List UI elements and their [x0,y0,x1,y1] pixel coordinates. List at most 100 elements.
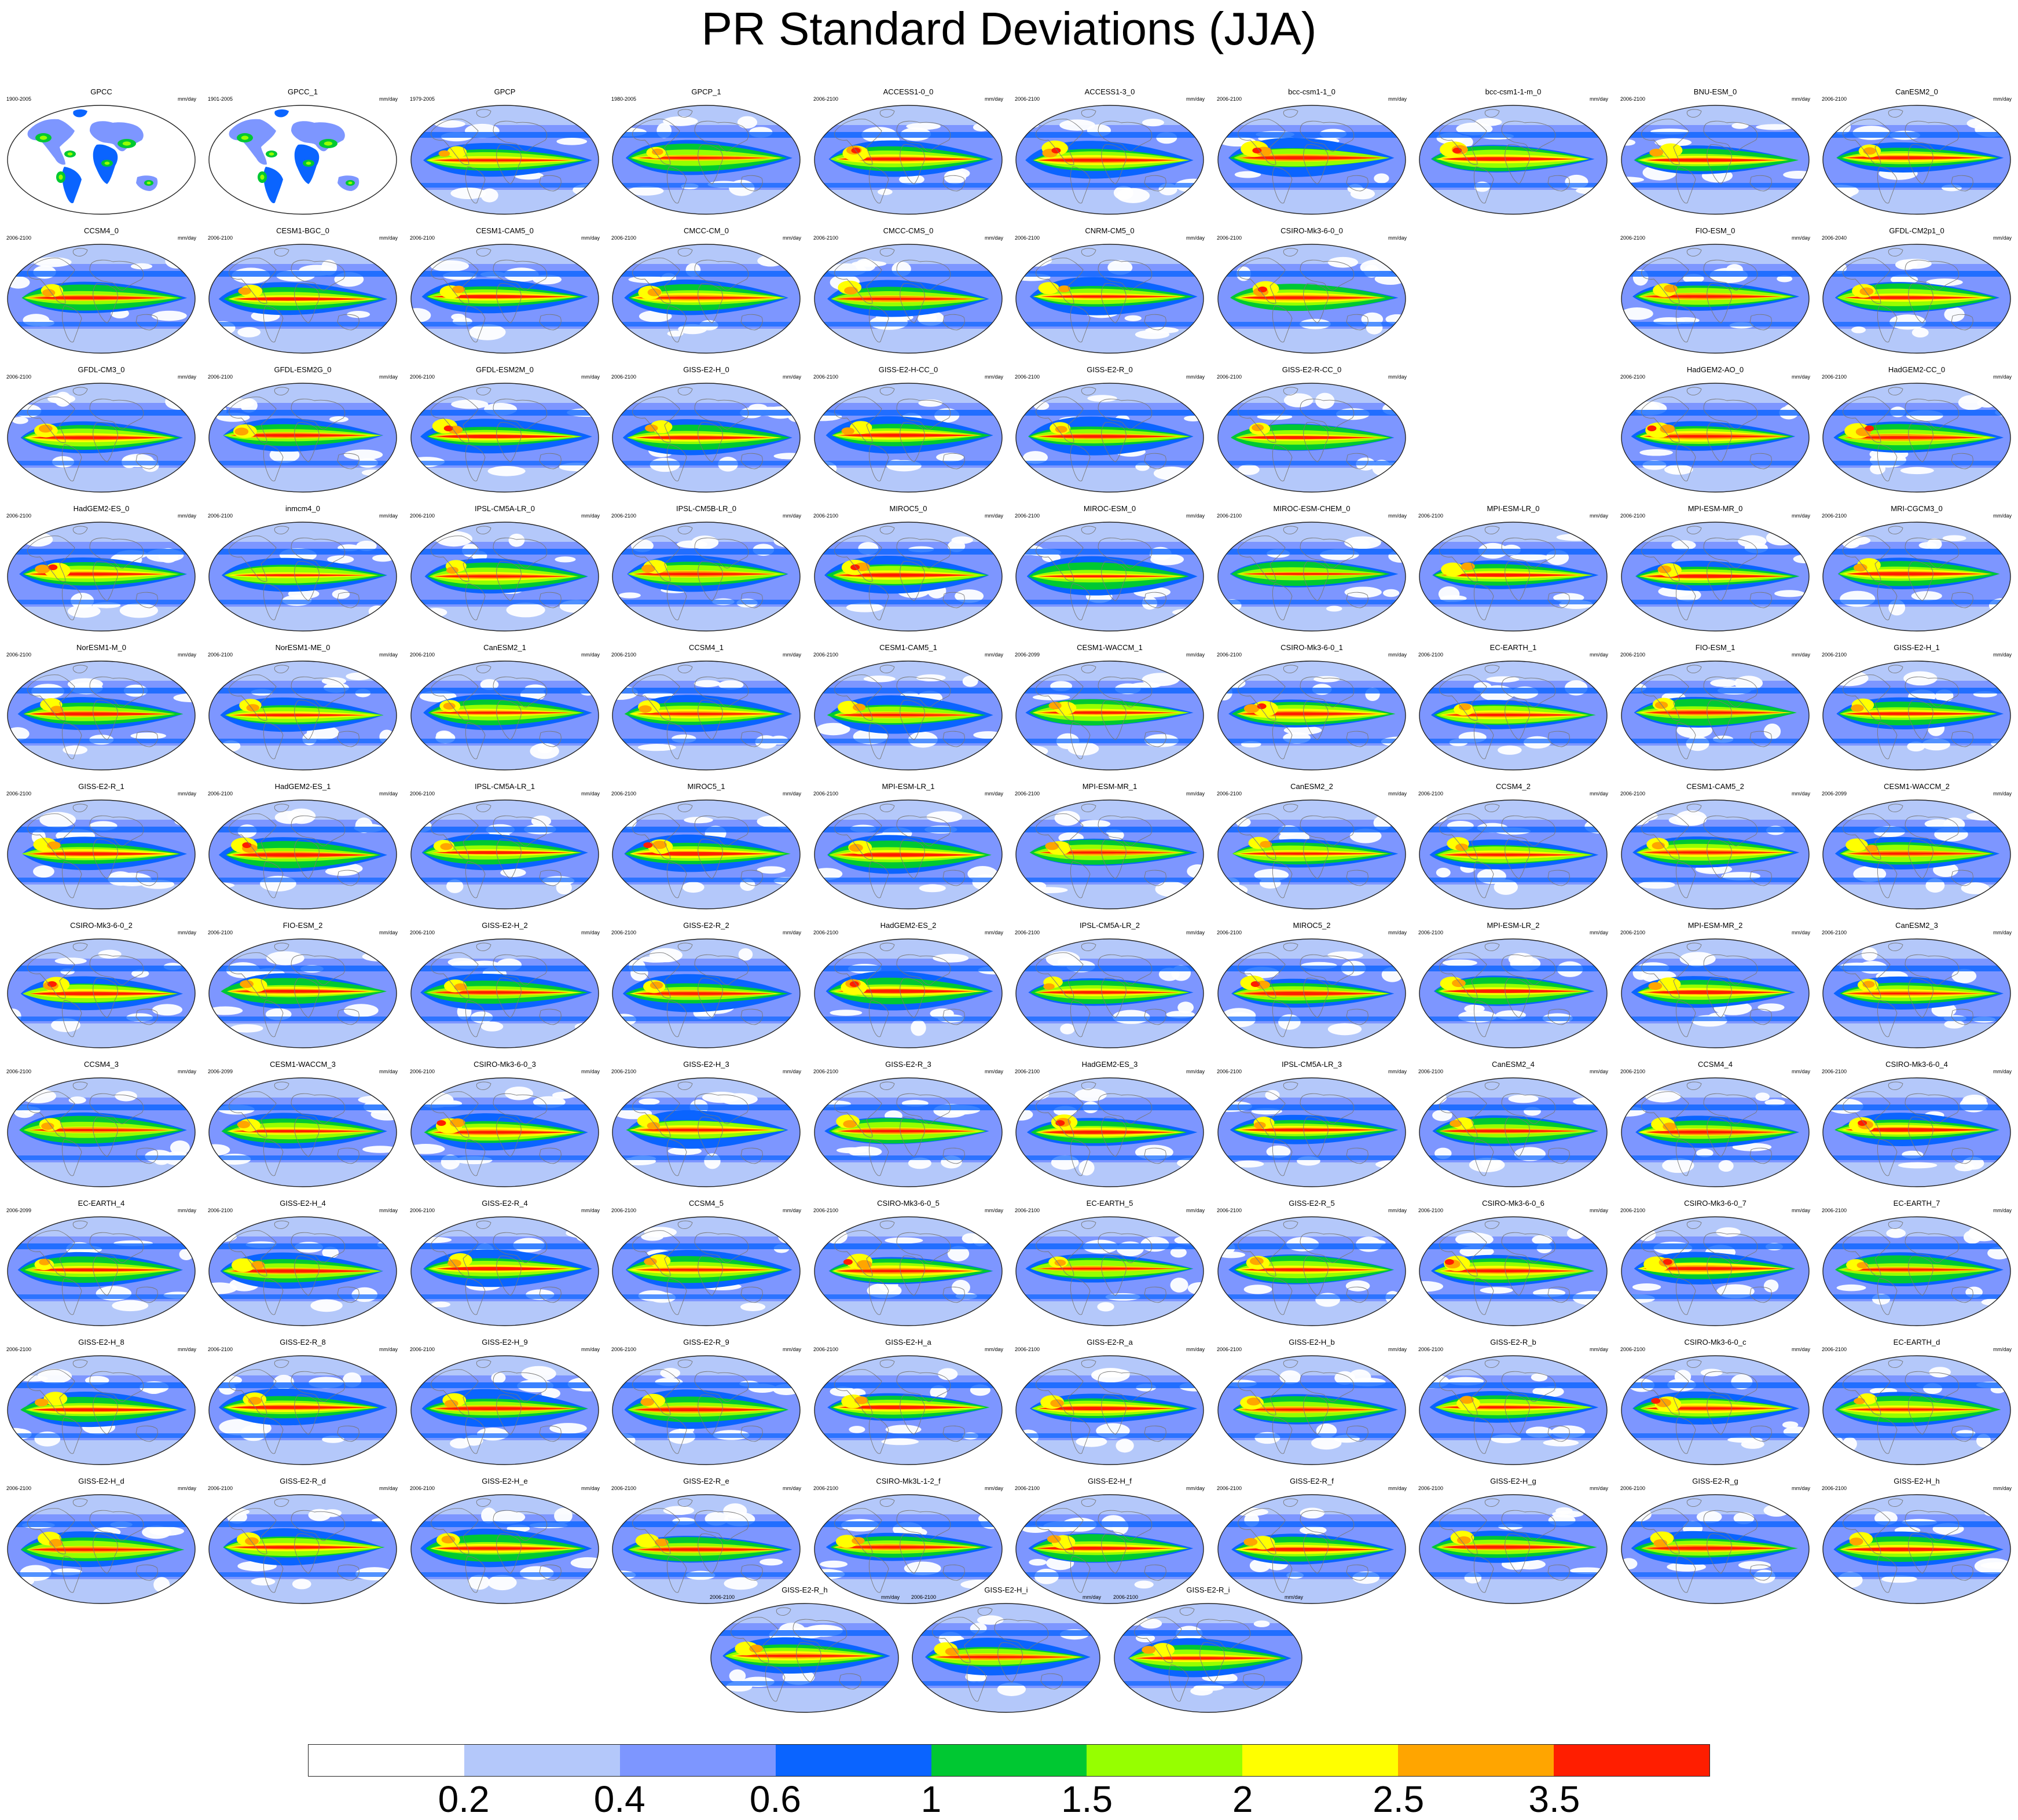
panel-years: 2006-2100 [208,930,233,935]
world-map [1217,938,1406,1048]
world-map [1621,1355,1810,1465]
map-panel: CCSM4_0 2006-2100 mm/day [3,227,200,358]
panel-units: mm/day [1388,513,1407,519]
panel-title: GISS-E2-R_9 [683,1338,729,1346]
colorbar-segment [1242,1745,1399,1776]
panel-years: 2006-2100 [1822,1069,1847,1074]
world-map [1621,1077,1810,1187]
world-map [612,1077,801,1187]
panel-units: mm/day [1993,374,2012,380]
map-panel: IPSL-CM5B-LR_0 2006-2100 mm/day [608,505,805,636]
panel-title: GISS-E2-H_g [1490,1477,1536,1485]
world-map [7,383,196,493]
world-map [1419,938,1608,1048]
world-map [208,1216,397,1326]
world-map [7,1355,196,1465]
panel-units: mm/day [1284,1594,1303,1600]
panel-years: 2006-2100 [813,1208,839,1213]
panel-years: 2006-2100 [208,513,233,519]
world-map [1419,105,1608,215]
panel-units: mm/day [581,652,600,658]
map-panel: GFDL-CM3_0 2006-2100 mm/day [3,366,200,497]
map-panel: GISS-E2-R_2 2006-2100 mm/day [608,922,805,1052]
world-map [1015,1216,1204,1326]
panel-units: mm/day [880,1594,900,1600]
panel-years: 2006-2100 [1418,1346,1444,1352]
panel-years: 2006-2100 [1015,96,1040,102]
panel-title: MIROC5_1 [687,782,725,791]
panel-title: GISS-E2-R_g [1692,1477,1738,1485]
panel-units: mm/day [1388,652,1407,658]
panel-units: mm/day [1186,791,1205,797]
panel-title: GISS-E2-R_e [683,1477,729,1485]
map-panel: NorESM1-ME_0 2006-2100 mm/day [204,644,401,775]
panel-units: mm/day [1589,1485,1608,1491]
panel-units: mm/day [782,1069,801,1074]
panel-title: GISS-E2-R_i [1186,1586,1230,1594]
world-map [612,938,801,1048]
map-panel: GISS-E2-R_0 2006-2100 mm/day [1011,366,1208,497]
world-map [1217,799,1406,909]
panel-years: 2006-2100 [208,1485,233,1491]
world-map [1621,383,1810,493]
panel-years: 2006-2100 [208,235,233,241]
panel-title: CSIRO-Mk3-6-0_2 [70,921,133,930]
world-map [1217,1077,1406,1187]
map-panel: NorESM1-M_0 2006-2100 mm/day [3,644,200,775]
panel-title: CanESM2_3 [1895,921,1938,930]
panel-units: mm/day [1186,374,1205,380]
panel-units: mm/day [379,1485,398,1491]
panel-title: EC-EARTH_1 [1489,643,1537,652]
panel-title: CanESM2_1 [483,643,526,652]
panel-units: mm/day [1186,1346,1205,1352]
panel-years: 2006-2100 [1418,930,1444,935]
world-map [1217,1494,1406,1604]
world-map [1015,1494,1204,1604]
world-map [7,938,196,1048]
world-map [208,383,397,493]
world-map [1822,244,2011,354]
map-panel: CSIRO-Mk3-6-0_0 2006-2100 mm/day [1213,227,1410,358]
panel-units: mm/day [1388,96,1407,102]
panel-title: GISS-E2-H_a [885,1338,931,1346]
map-panel: CanESM2_3 2006-2100 mm/day [1818,922,2015,1052]
panel-title: HadGEM2-ES_2 [880,921,937,930]
panel-title: CNRM-CM5_0 [1085,226,1135,235]
map-panel: GISS-E2-H_d 2006-2100 mm/day [3,1477,200,1608]
panel-title: CESM1-WACCM_3 [270,1060,336,1069]
world-map [1217,522,1406,632]
panel-title: CCSM4_0 [84,226,119,235]
world-map [1015,383,1204,493]
map-panel: GISS-E2-R_5 2006-2100 mm/day [1213,1199,1410,1330]
world-map [814,1077,1003,1187]
world-map [1419,1494,1608,1604]
panel-units: mm/day [1589,652,1608,658]
panel-years: 2006-2100 [1620,513,1646,519]
world-map [814,1216,1003,1326]
panel-title: CESM1-WACCM_1 [1077,643,1143,652]
panel-years: 2006-2100 [1620,652,1646,658]
panel-years: 2006-2100 [813,96,839,102]
world-map [814,938,1003,1048]
map-panel: FIO-ESM_1 2006-2100 mm/day [1617,644,1814,775]
map-panel: MIROC-ESM_0 2006-2100 mm/day [1011,505,1208,636]
panel-title: GISS-E2-H_1 [1894,643,1940,652]
colorbar-segment [1554,1745,1710,1776]
panel-years: 2006-2100 [1015,1208,1040,1213]
panel-title: bcc-csm1-1-m_0 [1485,87,1542,96]
panel-units: mm/day [379,374,398,380]
world-map [208,1077,397,1187]
map-panel: GISS-E2-H_8 2006-2100 mm/day [3,1338,200,1469]
panel-years: 2006-2100 [1217,652,1242,658]
panel-title: GISS-E2-H_e [482,1477,528,1485]
panel-units: mm/day [1186,235,1205,241]
map-panel: CanESM2_0 2006-2100 mm/day [1818,88,2015,219]
panel-units: mm/day [1993,1069,2012,1074]
panel-units: mm/day [1388,374,1407,380]
panel-units: mm/day [1388,1208,1407,1213]
world-map [612,383,801,493]
panel-title: ACCESS1-0_0 [883,87,934,96]
world-map [410,1077,599,1187]
map-panel: CMCC-CM_0 2006-2100 mm/day [608,227,805,358]
panel-units: mm/day [581,1208,600,1213]
